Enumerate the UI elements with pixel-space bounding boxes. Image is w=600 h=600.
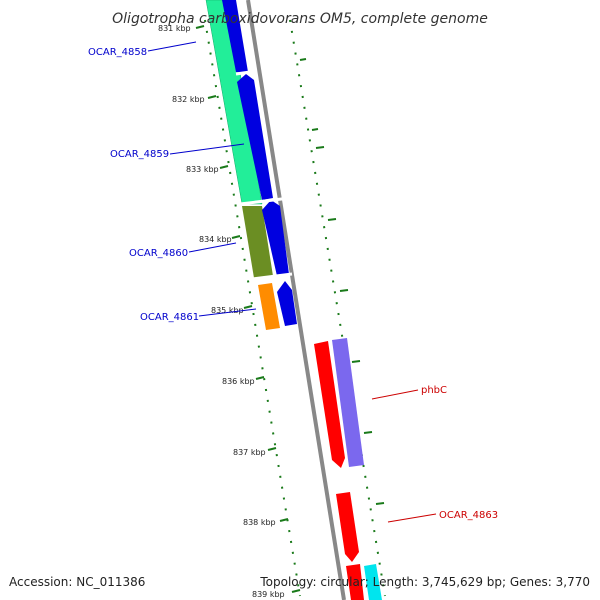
gene-labels: OCAR_4858 OCAR_4859 OCAR_4860 OCAR_4861 … — [88, 47, 498, 521]
gene-label-ocar-4863: OCAR_4863 — [439, 510, 498, 521]
tick-label: 835 kbp — [211, 306, 244, 315]
tick-mark — [207, 95, 217, 99]
tick-label: 836 kbp — [222, 377, 255, 386]
tick-mark — [219, 165, 229, 169]
tick-marks — [195, 25, 385, 593]
tick-mark — [267, 447, 277, 451]
tick-mark — [255, 376, 265, 380]
gene-blue-arrow-3[interactable] — [277, 281, 297, 326]
gene-label-ocar-4860: OCAR_4860 — [129, 248, 188, 259]
tick-mark — [291, 589, 301, 593]
gene-ocar-4858[interactable] — [205, 0, 263, 205]
gene-blue-arrow-1[interactable] — [237, 74, 273, 200]
gene-features — [205, 0, 382, 600]
gene-phbc[interactable] — [314, 341, 345, 468]
tick-label: 833 kbp — [186, 165, 219, 174]
gene-red-stub[interactable] — [346, 564, 364, 600]
tick-label: 837 kbp — [233, 448, 266, 457]
gene-cyan-stub[interactable] — [364, 564, 382, 600]
tick-label: 832 kbp — [172, 95, 205, 104]
gene-ocar-4860[interactable] — [242, 206, 273, 278]
tick-mark — [231, 235, 241, 239]
topology-text: Topology: circular; Length: 3,745,629 bp… — [259, 575, 590, 589]
gene-label-ocar-4861: OCAR_4861 — [140, 312, 199, 323]
tick-label: 838 kbp — [243, 518, 276, 527]
gene-label-ocar-4859: OCAR_4859 — [110, 149, 169, 160]
gene-label-ocar-4858: OCAR_4858 — [88, 47, 147, 58]
tick-mark — [243, 305, 253, 309]
tick-labels: 831 kbp 832 kbp 833 kbp 834 kbp 835 kbp … — [158, 24, 285, 599]
track-separators — [235, 70, 293, 281]
tick-mark — [195, 25, 205, 29]
gene-blue-segment[interactable] — [222, 0, 248, 72]
tick-label: 834 kbp — [199, 235, 232, 244]
gene-ocar-4863[interactable] — [336, 492, 359, 562]
accession-text: Accession: NC_011386 — [9, 575, 145, 589]
gene-purple-bar[interactable] — [332, 338, 364, 467]
gene-blue-arrow-2[interactable] — [262, 200, 289, 276]
map-title: Oligotropha carboxidovorans OM5, complet… — [112, 11, 488, 27]
tick-label: 831 kbp — [158, 24, 191, 33]
label-leaders — [147, 41, 437, 523]
genome-backbone — [246, 0, 346, 600]
tick-label: 839 kbp — [252, 590, 285, 599]
tick-mark — [279, 518, 289, 522]
gene-ocar-4861[interactable] — [258, 283, 280, 330]
gene-label-phbc: phbC — [421, 385, 447, 396]
